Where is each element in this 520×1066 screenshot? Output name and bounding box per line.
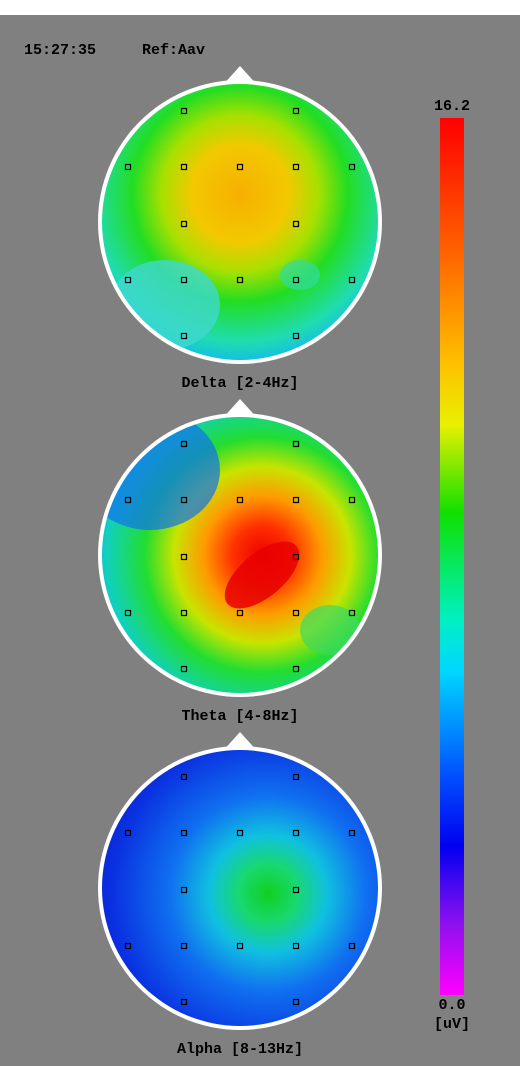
electrode: [292, 440, 300, 448]
electrode: [124, 942, 132, 950]
electrode: [124, 496, 132, 504]
electrode: [180, 829, 188, 837]
alpha-map: [102, 750, 378, 1026]
electrode: [124, 829, 132, 837]
electrode: [348, 609, 356, 617]
electrode: [180, 496, 188, 504]
electrode: [292, 163, 300, 171]
electrode: [124, 609, 132, 617]
electrode: [348, 496, 356, 504]
electrode: [180, 553, 188, 561]
map-blob: [224, 541, 300, 609]
electrode: [292, 829, 300, 837]
electrode: [292, 107, 300, 115]
map-blob: [280, 260, 320, 290]
electrode: [292, 496, 300, 504]
electrode: [236, 942, 244, 950]
electrode: [348, 276, 356, 284]
electrode: [236, 496, 244, 504]
electrodes: [124, 107, 356, 1006]
electrode: [180, 998, 188, 1006]
electrode: [180, 942, 188, 950]
time-label: 15:27:35: [24, 42, 96, 59]
electrode: [292, 332, 300, 340]
delta-map: [102, 84, 378, 360]
map-blob: [300, 605, 360, 655]
electrode: [236, 276, 244, 284]
electrode: [180, 773, 188, 781]
electrode: [124, 276, 132, 284]
electrode: [180, 665, 188, 673]
electrode: [180, 886, 188, 894]
electrode: [180, 332, 188, 340]
colorbar: [440, 118, 464, 995]
electrode: [180, 276, 188, 284]
electrode: [348, 942, 356, 950]
electrode: [180, 609, 188, 617]
electrode: [292, 773, 300, 781]
electrode: [292, 886, 300, 894]
electrode: [180, 163, 188, 171]
electrode: [236, 163, 244, 171]
reference-label: Ref:Aav: [142, 42, 205, 59]
electrode: [180, 220, 188, 228]
title-strip: [0, 0, 520, 15]
theta-map: [102, 417, 378, 693]
colorbar-min: 0.0: [438, 997, 465, 1014]
electrode: [124, 163, 132, 171]
electrode: [292, 553, 300, 561]
map-label: Alpha [8-13Hz]: [177, 1041, 303, 1058]
electrode: [292, 665, 300, 673]
electrode: [348, 829, 356, 837]
map-label: Theta [4-8Hz]: [181, 708, 298, 725]
electrode: [292, 276, 300, 284]
electrode: [292, 998, 300, 1006]
electrode: [180, 107, 188, 115]
electrode: [292, 220, 300, 228]
map-field: [102, 750, 378, 1026]
electrode: [236, 829, 244, 837]
electrode: [292, 942, 300, 950]
colorbar-unit: [uV]: [434, 1016, 470, 1033]
colorbar-max: 16.2: [434, 98, 470, 115]
electrode: [292, 609, 300, 617]
electrode: [348, 163, 356, 171]
map-blob: [102, 417, 220, 530]
electrode: [180, 440, 188, 448]
electrode: [236, 609, 244, 617]
map-label: Delta [2-4Hz]: [181, 375, 298, 392]
